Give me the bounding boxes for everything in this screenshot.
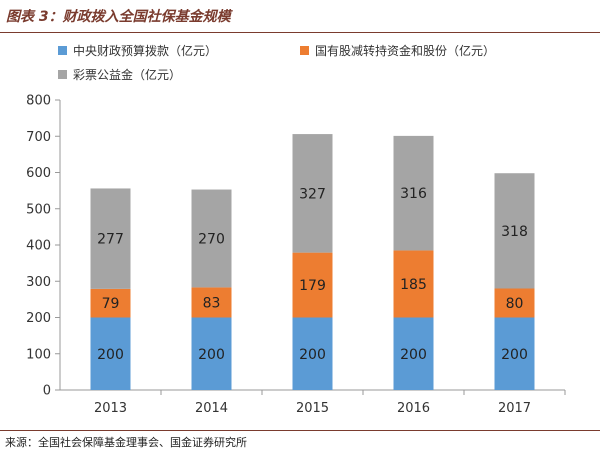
y-tick-label-300: 300	[26, 275, 51, 290]
legend: 中央财政预算拨款（亿元） 国有股减转持资金和股份（亿元） 彩票公益金（亿元）	[0, 0, 600, 90]
y-tick-label-100: 100	[26, 347, 51, 362]
data-label-2013-series-0: 200	[97, 347, 124, 363]
source-bar: 来源：全国社会保障基金理事会、国金证券研究所	[0, 430, 600, 452]
data-label-2015-series-1: 179	[299, 278, 326, 294]
y-tick-label-700: 700	[26, 130, 51, 145]
legend-swatch-state-shares	[300, 46, 309, 55]
x-tick-label-2015: 2015	[296, 401, 329, 416]
bar-2013-series-1	[90, 288, 131, 318]
y-tick-label-600: 600	[26, 166, 51, 181]
bar-2017-series-0	[494, 317, 535, 390]
data-label-2014-series-1: 83	[203, 295, 221, 311]
legend-item-state-shares: 国有股减转持资金和股份（亿元）	[300, 42, 495, 59]
data-label-2016-series-0: 200	[400, 347, 427, 363]
bar-2017-series-1	[494, 288, 535, 318]
data-label-2015-series-2: 327	[299, 186, 326, 202]
bar-2014-series-0	[191, 317, 232, 390]
data-label-2016-series-2: 316	[400, 186, 427, 202]
bar-2017-series-2	[494, 173, 535, 289]
legend-item-central-budget: 中央财政预算拨款（亿元）	[58, 42, 217, 59]
y-tick-label-0: 0	[43, 384, 51, 399]
data-label-2013-series-2: 277	[97, 232, 124, 248]
x-tick-label-2017: 2017	[498, 401, 531, 416]
chart-title: 图表 3：财政拨入全国社保基金规模	[6, 9, 231, 25]
legend-item-lottery: 彩票公益金（亿元）	[58, 66, 181, 83]
bar-2015-series-2	[292, 134, 333, 253]
title-bar: 图表 3：财政拨入全国社保基金规模	[0, 0, 600, 33]
y-tick-label-200: 200	[26, 311, 51, 326]
data-label-2013-series-1: 79	[102, 296, 120, 312]
legend-label-state-shares: 国有股减转持资金和股份（亿元）	[315, 44, 496, 58]
data-label-2017-series-2: 318	[501, 224, 528, 240]
legend-swatch-central-budget	[58, 46, 67, 55]
legend-swatch-lottery	[58, 70, 67, 79]
bar-2013-series-0	[90, 317, 131, 390]
bar-2014-series-2	[191, 189, 232, 288]
y-tick-label-400: 400	[26, 239, 51, 254]
data-label-2016-series-1: 185	[400, 277, 427, 293]
bar-2016-series-2	[393, 135, 434, 251]
source-note: 来源：全国社会保障基金理事会、国金证券研究所	[5, 436, 247, 449]
x-tick-label-2013: 2013	[94, 401, 127, 416]
bar-2015-series-1	[292, 252, 333, 318]
bar-2016-series-0	[393, 317, 434, 390]
stacked-bar-chart: 0 100 200 300 400 500 600 700 800 200 79 277 2013 200…	[26, 94, 566, 416]
bar-2013-series-2	[90, 188, 131, 289]
data-label-2017-series-1: 80	[506, 296, 524, 312]
data-label-2015-series-0: 200	[299, 347, 326, 363]
y-tick-label-800: 800	[26, 94, 51, 109]
data-label-2014-series-0: 200	[198, 347, 225, 363]
data-label-2017-series-0: 200	[501, 347, 528, 363]
x-tick-label-2016: 2016	[397, 401, 430, 416]
legend-label-lottery: 彩票公益金（亿元）	[73, 68, 182, 82]
legend-label-central-budget: 中央财政预算拨款（亿元）	[73, 44, 218, 58]
y-tick-label-500: 500	[26, 202, 51, 217]
x-tick-label-2014: 2014	[195, 401, 228, 416]
bar-2015-series-0	[292, 317, 333, 390]
bar-2014-series-1	[191, 287, 232, 318]
data-label-2014-series-2: 270	[198, 231, 225, 247]
bar-2016-series-1	[393, 250, 434, 318]
